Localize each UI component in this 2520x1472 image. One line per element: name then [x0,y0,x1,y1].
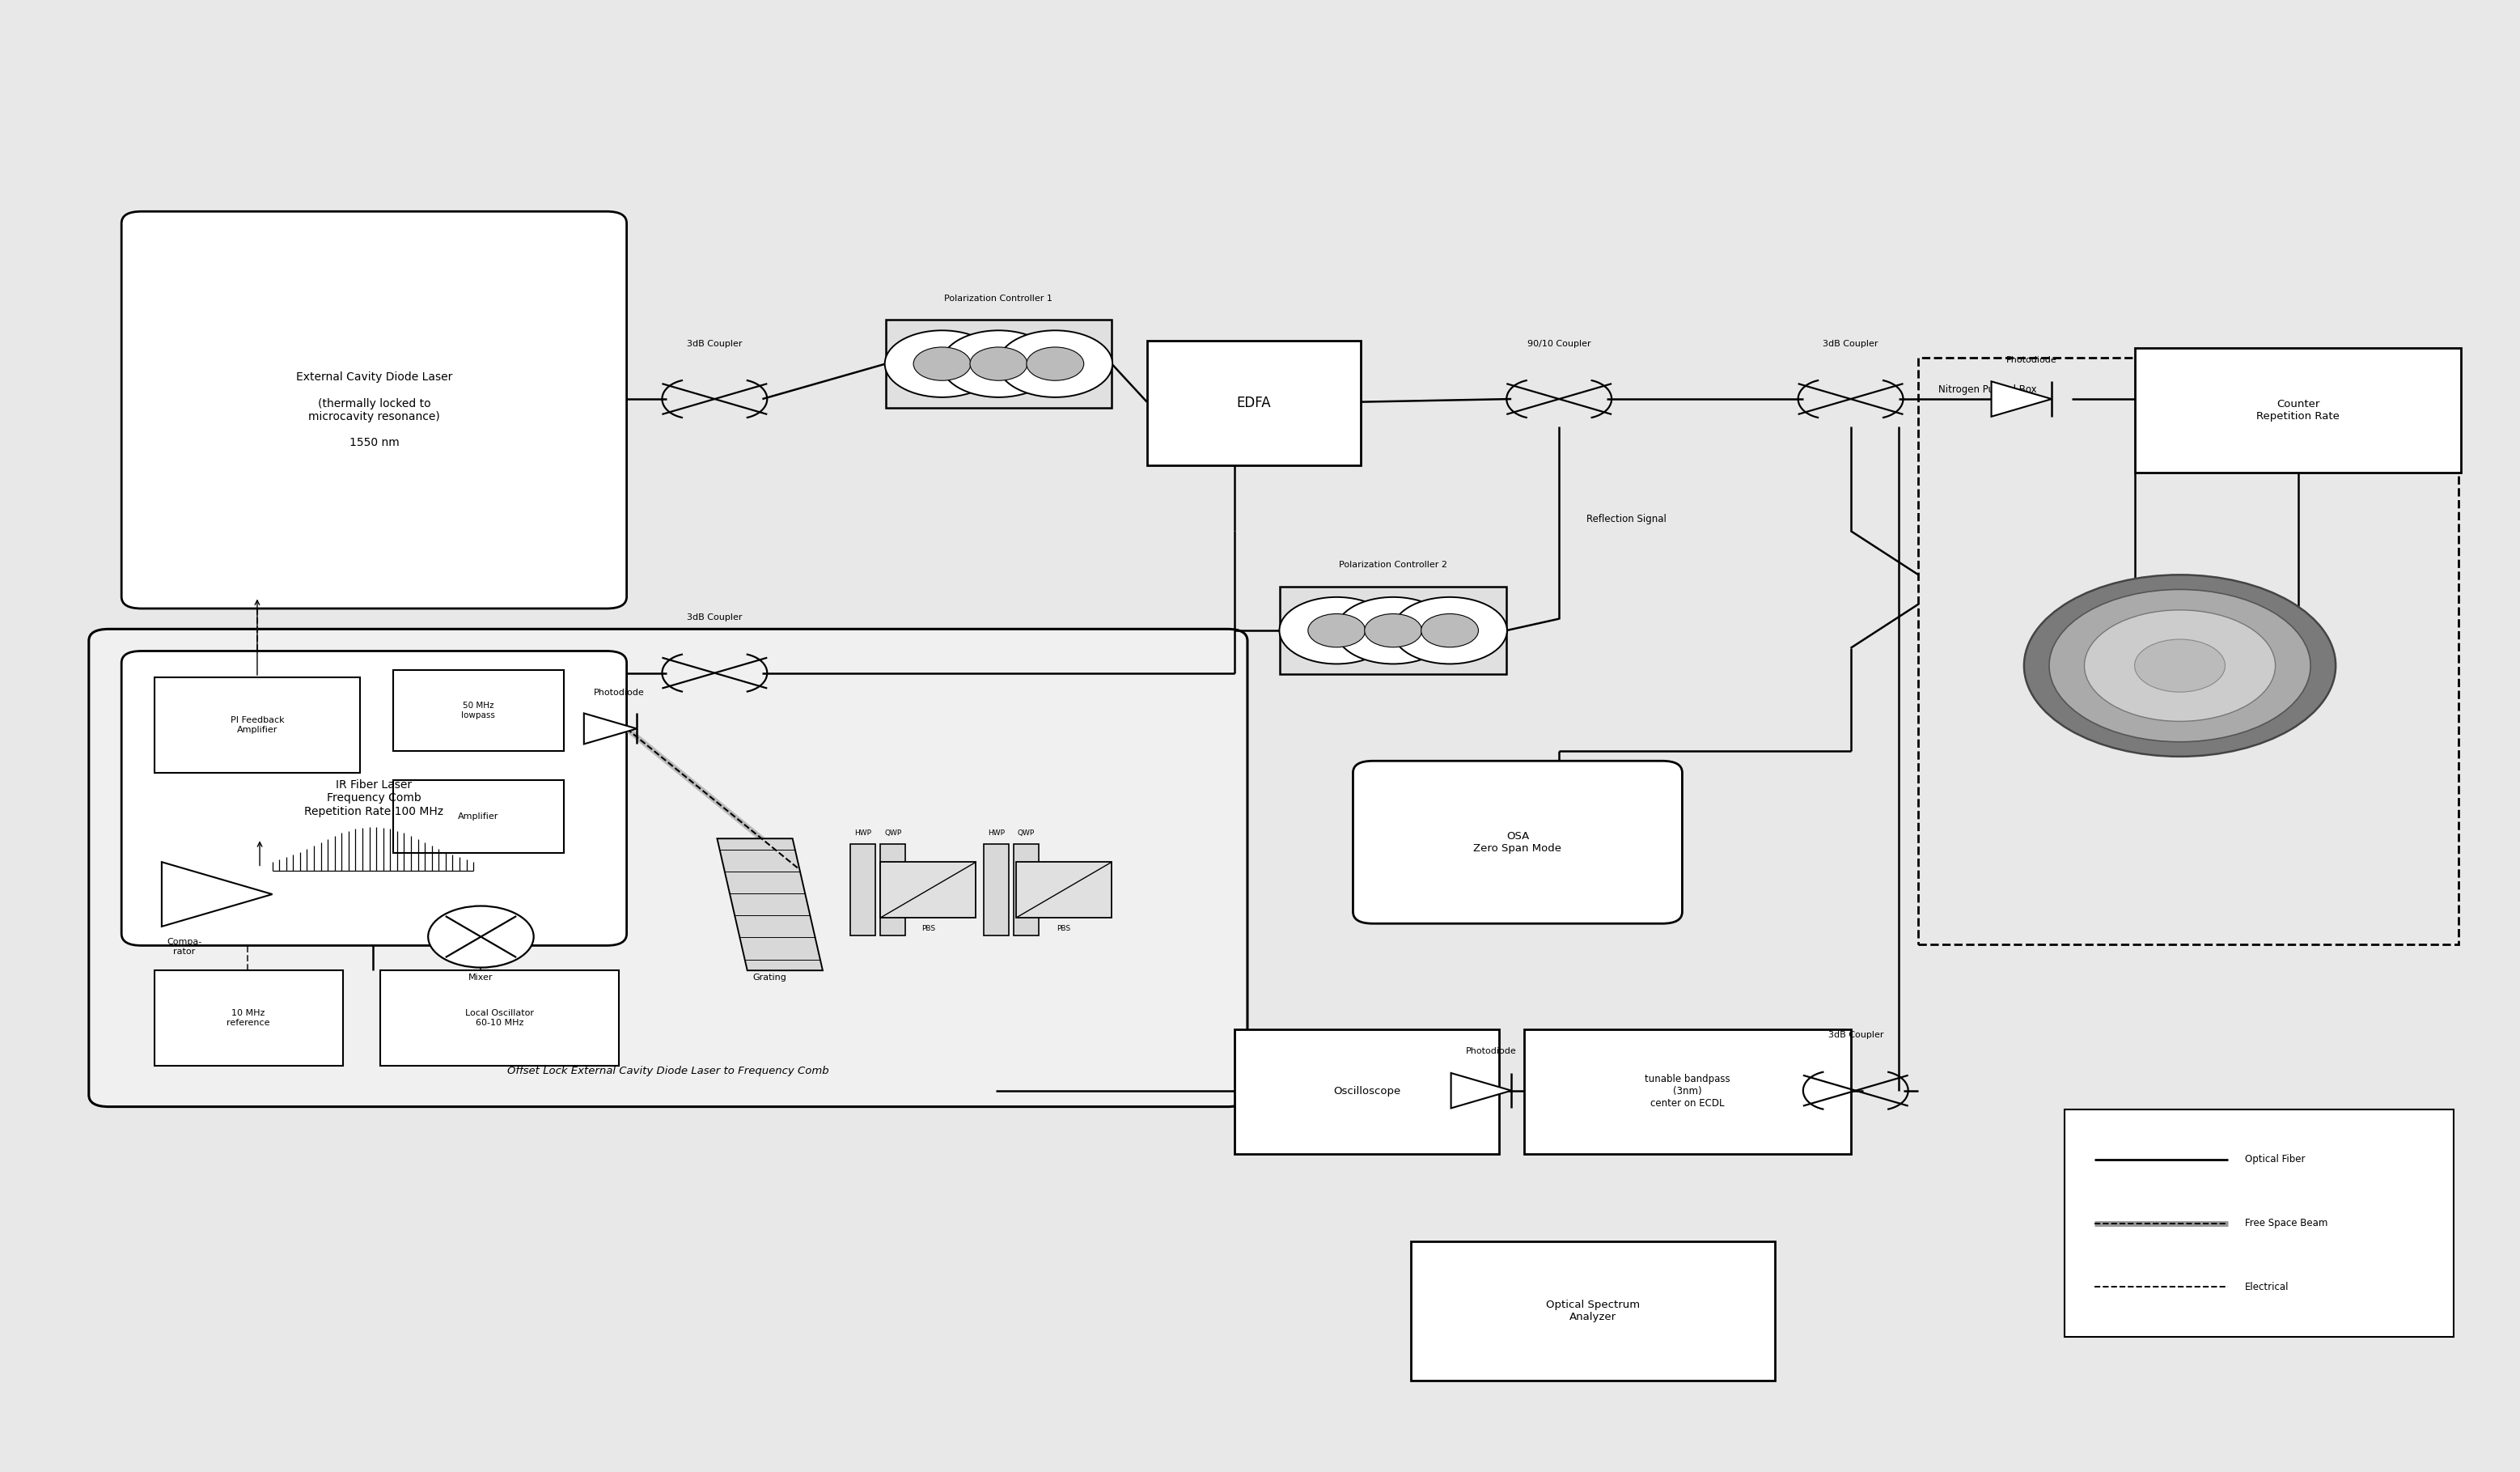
Polygon shape [1991,381,2051,417]
Text: PI Feedback
Amplifier: PI Feedback Amplifier [229,717,285,733]
Circle shape [2134,639,2225,692]
Bar [879,845,905,935]
Circle shape [1363,614,1421,648]
Circle shape [1026,347,1084,381]
Text: External Cavity Diode Laser

(thermally locked to
microcavity resonance)

1550 n: External Cavity Diode Laser (thermally l… [295,371,451,449]
Text: Photodiode: Photodiode [1467,1048,1517,1055]
Text: Grating: Grating [753,973,786,982]
Text: Oscilloscope: Oscilloscope [1333,1086,1401,1097]
Polygon shape [1452,1073,1512,1108]
Text: Optical Fiber: Optical Fiber [2245,1154,2306,1164]
Bar [2134,347,2462,473]
Text: Optical Spectrum
Analyzer: Optical Spectrum Analyzer [1547,1300,1641,1322]
Circle shape [1280,598,1394,664]
FancyBboxPatch shape [121,212,627,608]
Text: Offset Lock External Cavity Diode Laser to Frequency Comb: Offset Lock External Cavity Diode Laser … [507,1066,829,1076]
Circle shape [2024,576,2336,757]
Text: Photodiode: Photodiode [2006,356,2056,364]
Circle shape [885,330,1000,397]
Circle shape [970,347,1028,381]
Circle shape [942,330,1056,397]
Bar [1013,845,1038,935]
Text: Polarization Controller 1: Polarization Controller 1 [945,294,1053,302]
Text: 50 MHz
lowpass: 50 MHz lowpass [461,702,496,720]
Text: Counter
Repetition Rate: Counter Repetition Rate [2255,399,2339,421]
Text: Mixer: Mixer [469,973,494,982]
Text: Local Oscillator
60-10 MHz: Local Oscillator 60-10 MHz [466,1010,534,1027]
Circle shape [2049,589,2311,742]
Bar [1411,1241,1774,1381]
Text: OSA
Zero Span Mode: OSA Zero Span Mode [1474,830,1562,854]
Text: PBS: PBS [922,924,935,932]
Text: 10 MHz
reference: 10 MHz reference [227,1010,270,1027]
Text: EDFA: EDFA [1237,396,1270,409]
Circle shape [1308,614,1366,648]
Bar [1147,340,1361,465]
Text: 90/10 Coupler: 90/10 Coupler [1527,340,1590,347]
Bar [393,670,564,751]
Circle shape [912,347,970,381]
Text: 3dB Coupler: 3dB Coupler [688,340,743,347]
Bar [393,780,564,854]
Bar [879,863,975,917]
Circle shape [1421,614,1479,648]
Text: Electrical: Electrical [2245,1282,2288,1292]
Text: Free Space Beam: Free Space Beam [2245,1217,2328,1229]
Polygon shape [718,839,822,970]
Bar [1280,586,1507,674]
Text: Polarization Controller 2: Polarization Controller 2 [1338,561,1446,570]
Polygon shape [585,714,638,743]
Bar [154,677,360,773]
Bar [1235,1029,1499,1154]
Bar [154,970,343,1066]
Text: QWP: QWP [885,830,902,838]
Text: HWP: HWP [854,830,872,838]
Text: 3dB Coupler: 3dB Coupler [1822,340,1877,347]
Circle shape [1394,598,1507,664]
Text: Nitrogen Purged Box: Nitrogen Purged Box [1938,384,2036,394]
Text: HWP: HWP [988,830,1005,838]
Circle shape [428,905,534,967]
Circle shape [2084,609,2276,721]
Bar [1525,1029,1850,1154]
Bar [1918,358,2460,944]
Bar [381,970,620,1066]
Polygon shape [161,863,272,926]
Text: 3dB Coupler: 3dB Coupler [688,614,743,621]
FancyBboxPatch shape [121,651,627,945]
FancyBboxPatch shape [88,629,1247,1107]
Text: Amplifier: Amplifier [459,813,499,820]
Bar [849,845,874,935]
Text: Reflection Signal: Reflection Signal [1588,514,1666,524]
Circle shape [998,330,1111,397]
Text: PBS: PBS [1056,924,1071,932]
Text: tunable bandpass
(3nm)
center on ECDL: tunable bandpass (3nm) center on ECDL [1646,1075,1729,1108]
Bar [885,319,1111,408]
Bar [2064,1110,2454,1337]
Text: IR Fiber Laser
Frequency Comb
Repetition Rate 100 MHz: IR Fiber Laser Frequency Comb Repetition… [305,780,444,817]
Text: Photodiode: Photodiode [595,689,645,696]
Text: QWP: QWP [1018,830,1036,838]
FancyBboxPatch shape [1353,761,1683,923]
Text: 3dB Coupler: 3dB Coupler [1827,1032,1882,1039]
Text: Compa-
rator: Compa- rator [166,938,202,955]
Bar [1016,863,1111,917]
Circle shape [1336,598,1452,664]
Bar [983,845,1008,935]
